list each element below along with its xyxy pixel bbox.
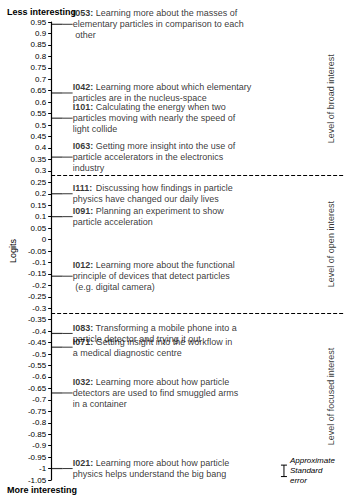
svg-text:Learning more about the functi: Learning more about the functional (93, 260, 237, 270)
svg-text:I021:: I021: (73, 458, 94, 468)
svg-text:0: 0 (42, 235, 47, 244)
svg-text:-0.1: -0.1 (32, 258, 46, 267)
svg-text:error: error (290, 476, 307, 485)
svg-text:0.4: 0.4 (35, 143, 47, 152)
svg-text:I101:: I101: (73, 102, 94, 112)
svg-text:-0.7: -0.7 (32, 395, 46, 404)
svg-text:Calculating the energy when tw: Calculating the energy when two (93, 102, 228, 112)
svg-text:-0.45: -0.45 (28, 338, 47, 347)
svg-text:-0.65: -0.65 (28, 384, 47, 393)
svg-text:Approximate: Approximate (289, 456, 337, 465)
svg-text:-0.15: -0.15 (28, 269, 47, 278)
svg-text:0.95: 0.95 (31, 18, 47, 27)
svg-text:particle accelerators in the e: particle accelerators in the electronics (73, 152, 226, 162)
svg-text:I012:: I012: (73, 260, 94, 270)
svg-text:More interesting: More interesting (7, 485, 77, 495)
svg-text:Logits: Logits (8, 238, 18, 263)
svg-text:particles moving with nearly t: particles moving with nearly the speed o… (73, 113, 238, 123)
svg-text:Planning an experiment to show: Planning an experiment to show (93, 206, 226, 216)
svg-text:Learning more about the masses: Learning more about the masses of (93, 8, 240, 18)
svg-text:0.6: 0.6 (35, 98, 47, 107)
svg-text:(e.g. digital camera): (e.g. digital camera) (73, 282, 155, 292)
svg-text:I091:: I091: (73, 206, 94, 216)
svg-text:0.1: 0.1 (35, 212, 47, 221)
svg-text:Learning more about how partic: Learning more about how particle (93, 458, 232, 468)
svg-text:-0.6: -0.6 (32, 372, 46, 381)
svg-text:a medical diagnostic centre: a medical diagnostic centre (73, 348, 182, 358)
svg-text:-0.3: -0.3 (32, 304, 46, 313)
svg-text:particles are in the nucleus-s: particles are in the nucleus-space (72, 93, 207, 104)
svg-text:industry: industry (73, 163, 105, 173)
svg-text:I111:: I111: (73, 183, 93, 193)
svg-text:-1: -1 (39, 464, 47, 473)
svg-text:-0.8: -0.8 (32, 418, 46, 427)
svg-text:-0.55: -0.55 (28, 361, 47, 370)
svg-text:Learning more about which elem: Learning more about which elementary (93, 82, 254, 92)
svg-text:0.15: 0.15 (31, 201, 47, 210)
svg-text:0.45: 0.45 (31, 132, 47, 141)
svg-text:-0.85: -0.85 (28, 430, 47, 439)
svg-text:-1.05: -1.05 (28, 476, 47, 485)
svg-text:0.85: 0.85 (31, 40, 47, 49)
svg-text:Level of open interest: Level of open interest (326, 201, 336, 288)
svg-text:0.75: 0.75 (31, 63, 47, 72)
svg-text:I063:: I063: (73, 141, 94, 151)
svg-text:I053:: I053: (72, 8, 94, 19)
svg-text:0.65: 0.65 (31, 86, 47, 95)
svg-text:0.5: 0.5 (35, 121, 47, 130)
svg-text:Getting more insight into the: Getting more insight into the use of (93, 141, 238, 151)
svg-text:in a container: in a container (73, 399, 127, 409)
svg-text:physics have changed our daily: physics have changed our daily lives (73, 194, 220, 204)
svg-text:elementary particles in compar: elementary particles in comparison to ea… (73, 19, 244, 29)
svg-text:I071:: I071: (73, 337, 94, 347)
svg-text:Transforming a mobile phone in: Transforming a mobile phone into a (93, 323, 239, 333)
svg-text:Less interesting: Less interesting (7, 7, 76, 17)
svg-text:principle of devices that dete: principle of devices that detect particl… (73, 271, 231, 281)
svg-text:physics helps understand the b: physics helps understand the big bang (73, 469, 227, 479)
svg-text:-0.9: -0.9 (32, 441, 46, 450)
svg-text:0.3: 0.3 (35, 166, 47, 175)
svg-text:-0.25: -0.25 (28, 292, 47, 301)
svg-text:Getting insight into the workf: Getting insight into the workflow in (93, 337, 235, 347)
svg-text:I042:: I042: (73, 82, 94, 92)
svg-text:Level of broad interest: Level of broad interest (326, 54, 336, 144)
svg-text:Standard: Standard (290, 466, 325, 475)
svg-text:-0.75: -0.75 (28, 407, 47, 416)
svg-text:Learning more about how partic: Learning more about how particle (93, 377, 232, 387)
svg-text:I032:: I032: (73, 377, 94, 387)
svg-text:0.2: 0.2 (35, 189, 47, 198)
svg-text:-0.95: -0.95 (28, 453, 47, 462)
svg-text:detectors are used to find smu: detectors are used to find smuggled arms (73, 388, 241, 398)
svg-text:0.25: 0.25 (31, 178, 47, 187)
svg-text:0.05: 0.05 (31, 224, 47, 233)
svg-text:Discussing how findings in par: Discussing how findings in particle (93, 183, 235, 193)
svg-text:0.9: 0.9 (35, 29, 47, 38)
svg-text:0.55: 0.55 (31, 109, 47, 118)
svg-text:0.35: 0.35 (31, 155, 47, 164)
svg-text:-0.4: -0.4 (32, 327, 46, 336)
svg-text:0.8: 0.8 (35, 52, 47, 61)
svg-text:other: other (73, 30, 96, 40)
svg-text:-0.5: -0.5 (32, 350, 46, 359)
svg-text:Level of focused interest: Level of focused interest (326, 347, 336, 445)
svg-text:-0.35: -0.35 (28, 315, 47, 324)
svg-text:0.7: 0.7 (35, 75, 47, 84)
svg-text:-0.2: -0.2 (32, 281, 46, 290)
svg-text:I083:: I083: (73, 323, 94, 333)
svg-text:-0.05: -0.05 (28, 247, 47, 256)
svg-text:particle acceleration: particle acceleration (73, 217, 153, 227)
svg-text:light collide: light collide (73, 124, 118, 134)
